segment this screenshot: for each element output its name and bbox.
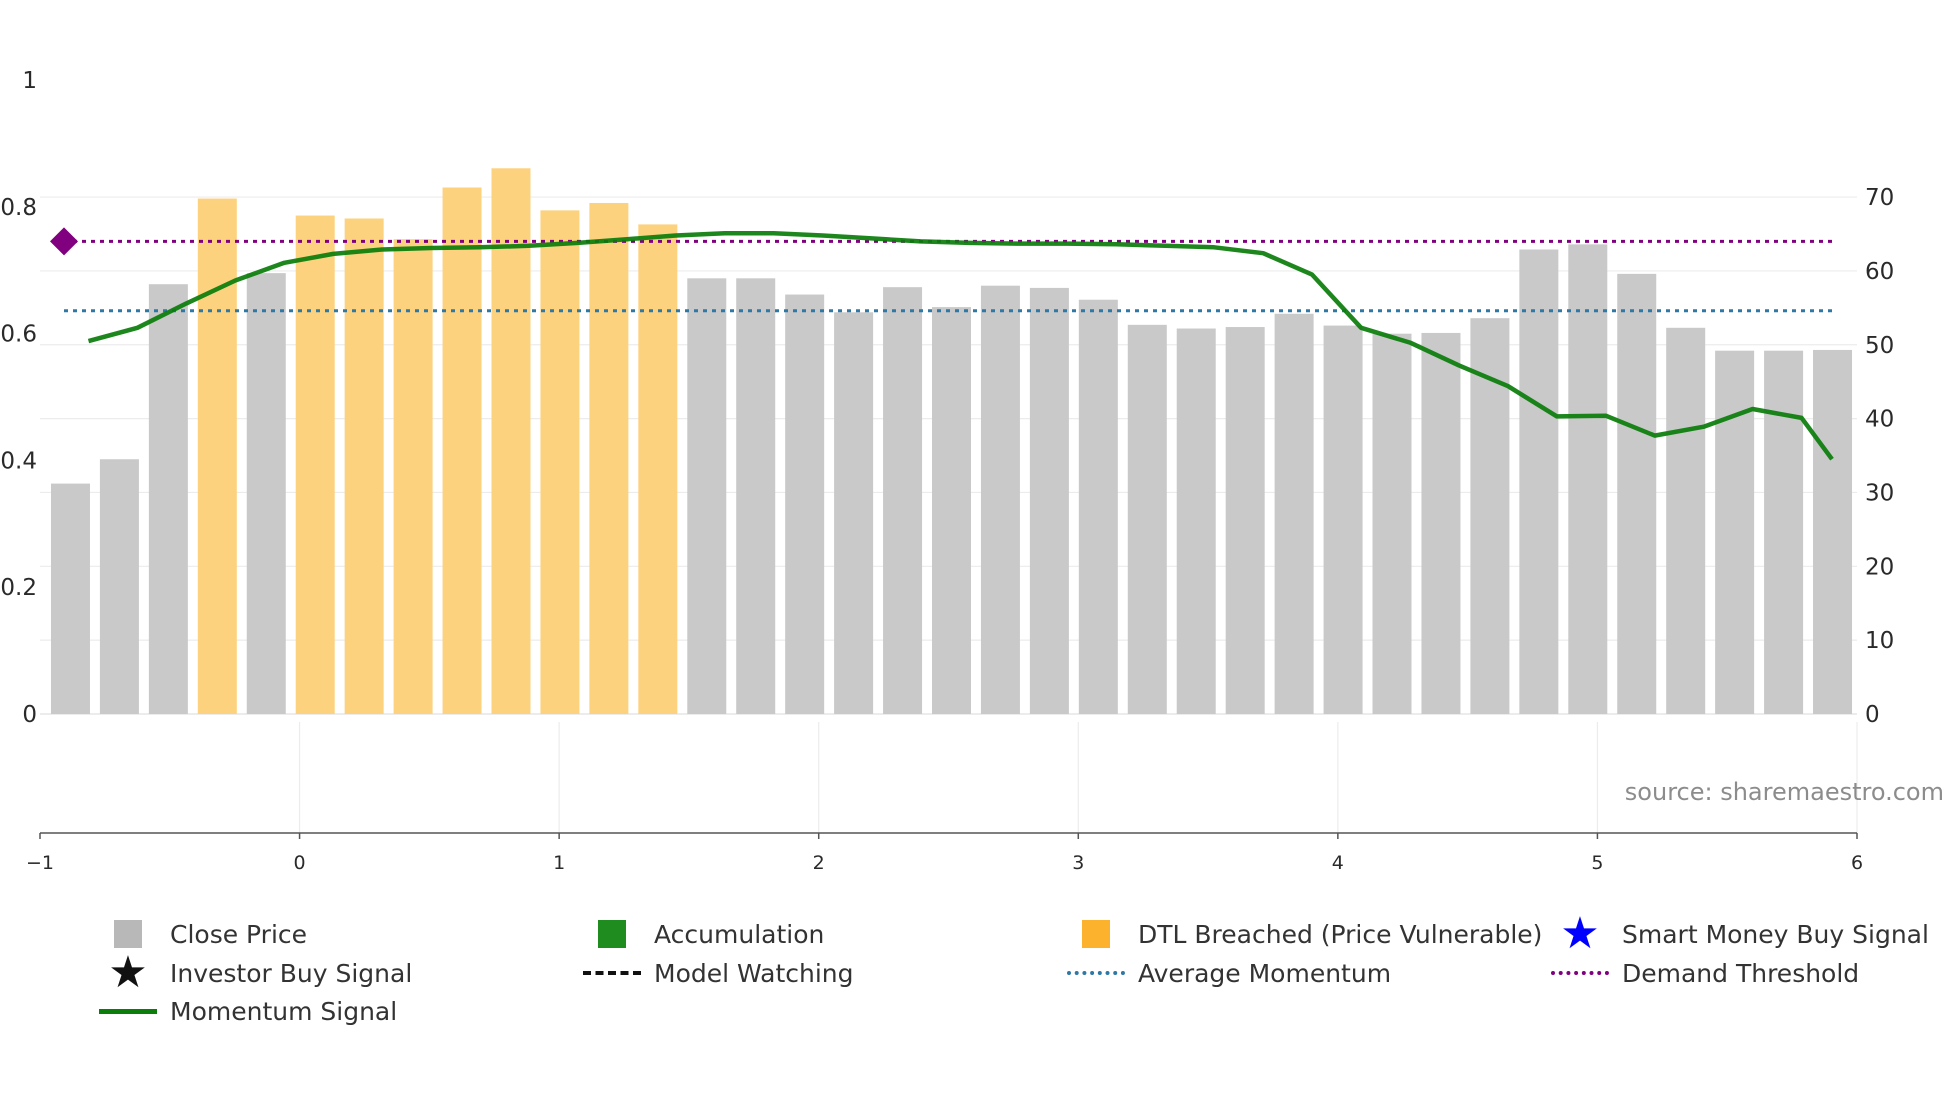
bar-26 <box>1274 313 1314 714</box>
bar-22 <box>1078 299 1118 714</box>
bar-1 <box>50 483 90 714</box>
bar-24 <box>1176 328 1216 714</box>
left-tick-label: 0.4 <box>0 448 37 474</box>
x-tick-label: 5 <box>1591 852 1603 874</box>
bar-14 <box>687 278 727 714</box>
bar-12 <box>589 202 629 714</box>
bar-series <box>50 168 1853 715</box>
right-tick-label: 0 <box>1865 702 1880 728</box>
bar-31 <box>1519 249 1559 714</box>
x-tick-label: −1 <box>26 852 54 874</box>
bar-10 <box>491 168 531 714</box>
bar-35 <box>1715 350 1755 714</box>
left-tick-label: 0.6 <box>0 322 37 348</box>
x-tick-label: 4 <box>1332 852 1344 874</box>
bar-8 <box>393 239 433 714</box>
bar-21 <box>1029 287 1069 714</box>
bar-34 <box>1666 327 1706 714</box>
bar-33 <box>1617 273 1657 714</box>
bar-4 <box>197 198 237 715</box>
bar-5 <box>246 273 286 714</box>
right-tick-label: 70 <box>1865 185 1894 211</box>
x-tick-label: 1 <box>553 852 565 874</box>
left-tick-label: 0 <box>22 702 37 728</box>
bar-20 <box>980 285 1020 714</box>
x-tick-label: 6 <box>1851 852 1863 874</box>
bar-9 <box>442 187 482 714</box>
source-label: source: sharemaestro.com <box>1625 778 1944 806</box>
x-tick-label: 2 <box>813 852 825 874</box>
x-tick-label: 0 <box>294 852 306 874</box>
bar-7 <box>344 218 384 714</box>
left-tick-label: 1 <box>22 68 37 94</box>
bar-17 <box>834 312 874 714</box>
bar-32 <box>1568 244 1608 715</box>
bar-36 <box>1764 350 1804 714</box>
left-tick-label: 0.2 <box>0 575 37 601</box>
bar-37 <box>1813 349 1853 714</box>
bar-27 <box>1323 325 1363 714</box>
bar-19 <box>932 307 971 714</box>
bar-13 <box>638 224 678 714</box>
bar-2 <box>99 459 139 714</box>
right-tick-label: 60 <box>1865 259 1894 285</box>
bar-15 <box>736 278 776 714</box>
bar-6 <box>295 215 335 715</box>
bar-23 <box>1127 324 1167 714</box>
bar-11 <box>540 210 580 714</box>
demand-diamond-marker <box>50 227 78 256</box>
right-tick-label: 40 <box>1865 407 1894 433</box>
x-tick-label: 3 <box>1072 852 1084 874</box>
line-series <box>50 227 1834 461</box>
left-tick-label: 0.8 <box>0 195 37 221</box>
bar-3 <box>148 284 188 714</box>
bar-18 <box>883 287 923 714</box>
bar-28 <box>1372 333 1412 714</box>
bar-25 <box>1225 327 1265 714</box>
right-tick-label: 50 <box>1865 333 1894 359</box>
bar-16 <box>785 294 825 714</box>
right-tick-label: 30 <box>1865 480 1894 506</box>
bar-29 <box>1421 332 1461 714</box>
momentum-signal-line <box>87 231 1834 461</box>
right-tick-label: 10 <box>1865 628 1894 654</box>
right-tick-label: 20 <box>1865 554 1894 580</box>
